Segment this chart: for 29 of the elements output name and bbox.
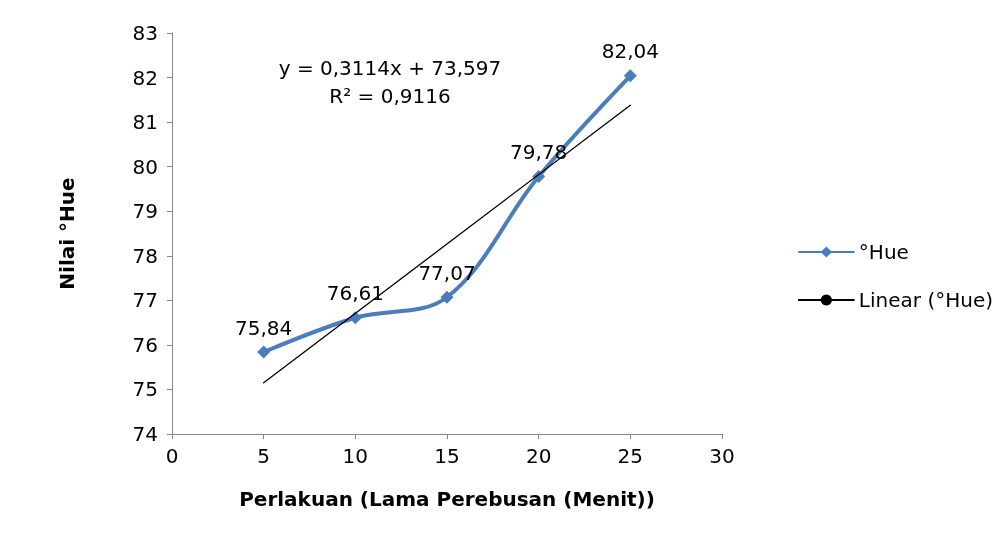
x-tick-label: 0 — [165, 444, 179, 468]
legend-label: °Hue — [858, 240, 909, 264]
point — [440, 290, 454, 304]
x-axis-title: Perlakuan (Lama Perebusan (Menit)) — [239, 487, 655, 511]
point — [623, 69, 637, 83]
annotation: y = 0,3114x + 73,597 — [278, 56, 502, 80]
y-tick-label: 74 — [132, 422, 158, 446]
y-tick-label: 81 — [132, 110, 158, 135]
x-tick-label: 25 — [617, 444, 644, 468]
data-label: 75,84 — [235, 315, 293, 340]
y-tick-label: 77 — [132, 288, 158, 313]
y-tick-label: 76 — [132, 332, 158, 357]
data-label: 76,61 — [326, 281, 384, 306]
annotation: R² = 0,9116 — [329, 84, 451, 108]
y-tick-label: 79 — [132, 199, 158, 224]
x-tick-label: 20 — [525, 444, 552, 468]
x-tick-label: 30 — [709, 444, 735, 468]
x-tick-label: 15 — [434, 444, 460, 468]
y-axis-title: Nilai °Hue — [55, 177, 79, 290]
data-label: 82,04 — [601, 39, 659, 64]
legend-label: Linear (°Hue) — [858, 288, 993, 312]
y-tick-label: 80 — [132, 154, 158, 179]
y-tick-label: 82 — [132, 65, 158, 90]
x-tick-label: 5 — [257, 444, 271, 468]
y-tick-label: 75 — [132, 377, 158, 402]
y-tick-label: 78 — [132, 243, 158, 268]
x-tick-label: 10 — [342, 444, 369, 468]
point — [257, 345, 271, 359]
y-tick-label: 83 — [132, 21, 158, 45]
